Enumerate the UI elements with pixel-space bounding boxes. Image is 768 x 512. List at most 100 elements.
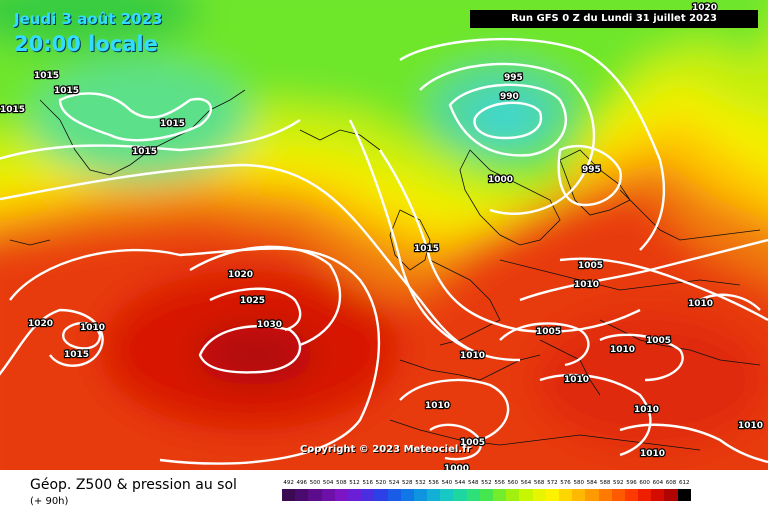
legend-swatch — [466, 489, 480, 501]
legend-label: 520 — [375, 480, 387, 486]
legend-swatch — [598, 489, 612, 501]
legend-label: 584 — [586, 480, 598, 486]
legend-swatch — [387, 489, 401, 501]
legend-swatch — [651, 489, 665, 501]
isobar-label: 1000 — [444, 464, 469, 470]
legend-swatch — [519, 489, 533, 501]
chart-subtitle: (+ 90h) — [30, 496, 69, 507]
legend-swatches — [282, 489, 691, 501]
legend-swatch — [545, 489, 559, 501]
map-canvas: 1015 1015 1015 1015 1015 1020 1025 1030 … — [0, 0, 768, 470]
legend-swatch — [558, 489, 573, 501]
isobar-label: 1010 — [688, 299, 713, 309]
legend-swatch — [585, 489, 599, 501]
legend-label: 496 — [296, 480, 308, 486]
footer: Géop. Z500 & pression au sol (+ 90h) 492… — [0, 470, 768, 512]
legend-swatch — [664, 489, 678, 501]
legend-label: 536 — [428, 480, 439, 486]
legend-swatch — [453, 489, 467, 501]
isobar-label: 1005 — [460, 438, 485, 448]
legend-swatch — [638, 489, 652, 501]
legend-swatch — [413, 489, 428, 501]
legend-label: 560 — [507, 480, 519, 486]
legend-label: 592 — [613, 480, 624, 486]
legend-labels: 492 496 500 504 508 512 516 520 524 528 532 536 540 5… — [282, 480, 691, 486]
isobar-label: 1015 — [0, 105, 25, 115]
legend-swatch — [572, 489, 586, 501]
chart-title: Géop. Z500 & pression au sol — [30, 477, 237, 493]
isobar-label: 1000 — [488, 175, 513, 185]
legend-swatch — [334, 489, 348, 501]
legend-label: 612 — [678, 480, 690, 486]
legend-label: 588 — [599, 480, 611, 486]
legend-swatch — [400, 489, 414, 501]
legend-label: 508 — [336, 480, 347, 486]
legend-label: 512 — [349, 480, 360, 486]
isobar-label: 1010 — [460, 351, 485, 361]
legend-label: 600 — [639, 480, 650, 486]
isobar-label: 1010 — [80, 323, 105, 333]
forecast-time: 20:00 locale — [14, 32, 158, 56]
copyright: Copyright © 2023 Meteociel.fr — [300, 444, 472, 455]
legend-label: 572 — [547, 480, 558, 486]
legend-label: 500 — [309, 480, 321, 486]
legend-label: 540 — [441, 480, 453, 486]
isobar-label: 1015 — [34, 71, 59, 81]
legend-swatch — [347, 489, 362, 501]
legend-swatch — [493, 489, 507, 501]
legend-label: 544 — [454, 480, 466, 486]
legend-swatch — [427, 489, 441, 501]
isobar-label: 1010 — [634, 405, 659, 415]
isobar-label: 1010 — [738, 421, 763, 431]
isobar-label: 1015 — [64, 350, 89, 360]
isobar-label: 1015 — [414, 244, 439, 254]
legend-label: 596 — [626, 480, 637, 486]
isobar-label: 1010 — [640, 449, 665, 459]
forecast-map: 1015 1015 1015 1015 1015 1020 1025 1030 … — [0, 0, 768, 470]
legend-swatch — [361, 489, 375, 501]
isobar-label: 1020 — [28, 319, 53, 329]
legend-swatch — [308, 489, 322, 501]
isobar-label: 995 — [504, 73, 523, 83]
legend-label: 548 — [467, 480, 479, 486]
isobar-label: 1010 — [564, 375, 589, 385]
legend-swatch — [440, 489, 454, 501]
isobars — [0, 37, 768, 465]
legend-label: 516 — [362, 480, 373, 486]
legend-label: 576 — [560, 480, 571, 486]
isobar-label: 1010 — [425, 401, 450, 411]
legend-label: 532 — [415, 480, 426, 486]
legend-swatch — [321, 489, 335, 501]
isobar-label: 990 — [500, 92, 519, 102]
legend-label: 552 — [481, 480, 492, 486]
isobar-label: 1005 — [646, 336, 671, 346]
isobar-label: 1015 — [54, 86, 79, 96]
legend-swatch — [374, 489, 388, 501]
forecast-date: Jeudi 3 août 2023 — [14, 10, 163, 28]
isobar-label: 995 — [582, 165, 601, 175]
isobar-label: 1005 — [536, 327, 561, 337]
isobar-label: 1015 — [132, 147, 157, 157]
legend-swatch — [611, 489, 625, 501]
legend-swatch — [295, 489, 309, 501]
isobar-label: 1010 — [610, 345, 635, 355]
isobar-label: 1010 — [574, 280, 599, 290]
legend-swatch — [282, 489, 296, 501]
legend-swatch — [506, 489, 520, 501]
isobar-label: 1015 — [160, 119, 185, 129]
legend-label: 492 — [283, 480, 294, 486]
isobar-label: 1025 — [240, 296, 265, 306]
legend-swatch — [677, 489, 691, 501]
legend-label: 564 — [520, 480, 532, 486]
legend-label: 580 — [573, 480, 584, 486]
legend-label: 504 — [322, 480, 334, 486]
legend-label: 568 — [533, 480, 545, 486]
legend-label: 528 — [402, 480, 413, 486]
legend-swatch — [532, 489, 546, 501]
legend-label: 524 — [388, 480, 400, 486]
isobar-label: 1005 — [578, 261, 603, 271]
legend-label: 556 — [494, 480, 505, 486]
run-info: Run GFS 0 Z du Lundi 31 juillet 2023 — [470, 10, 758, 28]
legend-label: 604 — [652, 480, 664, 486]
